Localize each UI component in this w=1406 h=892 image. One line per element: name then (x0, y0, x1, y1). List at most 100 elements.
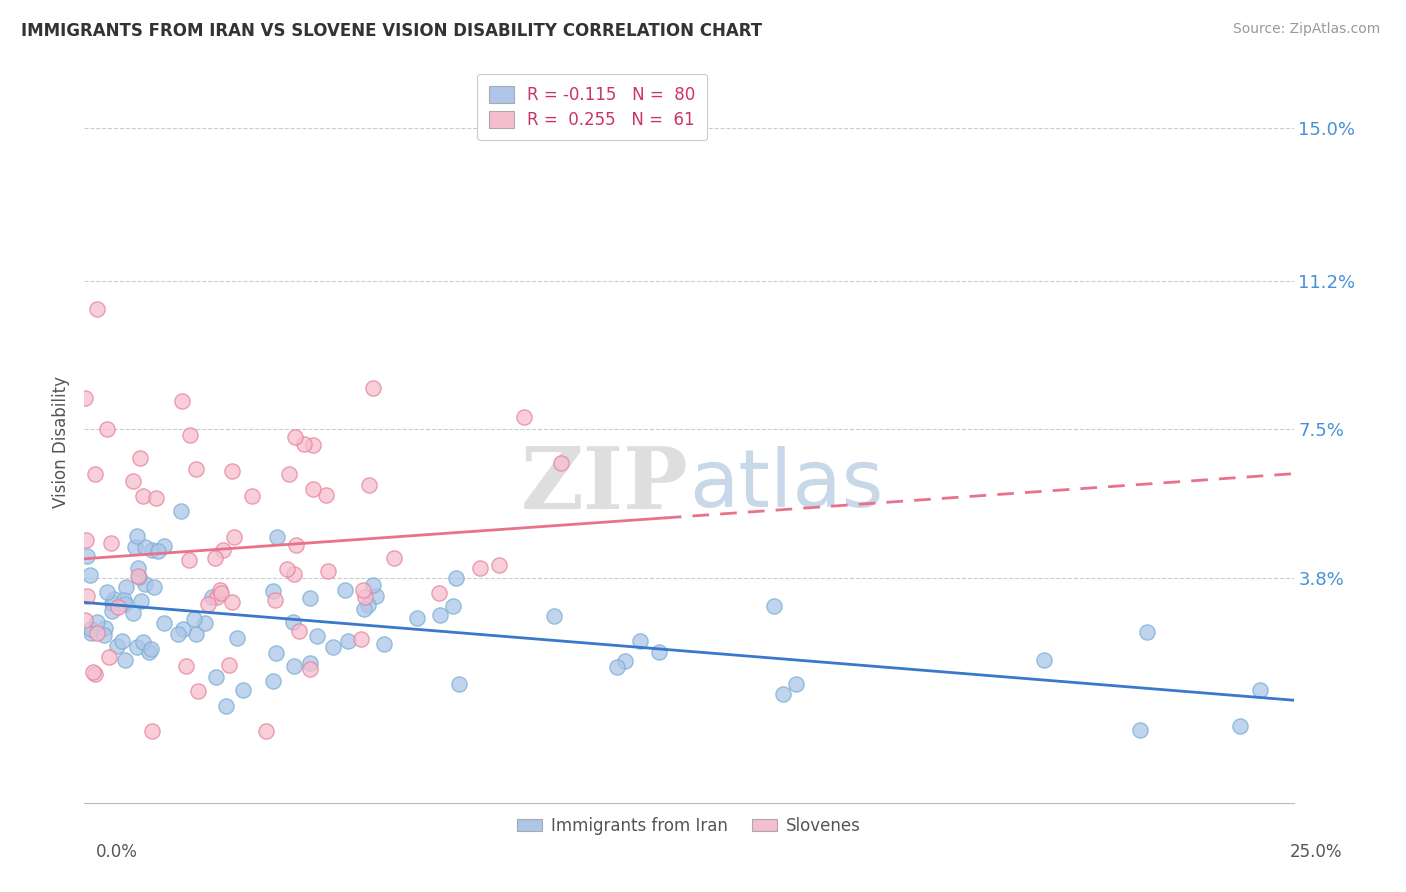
Point (1229, 718, 1251, 732)
Text: Source: ZipAtlas.com: Source: ZipAtlas.com (1233, 22, 1381, 37)
Point (263, 593, 285, 607)
Point (301, 437, 323, 451)
Point (266, 530, 288, 544)
Point (382, 550, 405, 565)
Point (285, 538, 308, 552)
Point (262, 583, 284, 598)
Point (127, 561, 149, 575)
Point (316, 564, 339, 578)
Text: ZIP: ZIP (522, 443, 689, 527)
Y-axis label: Vision Disability: Vision Disability (52, 376, 70, 508)
Point (613, 654, 636, 668)
Point (240, 489, 263, 503)
Point (124, 540, 146, 554)
Point (366, 589, 388, 603)
Point (179, 427, 201, 442)
Point (205, 670, 228, 684)
Point (139, 642, 162, 657)
Point (785, 677, 807, 691)
Point (96, 423, 118, 437)
Point (134, 576, 156, 591)
Point (141, 543, 163, 558)
Point (83, 666, 105, 681)
Point (352, 583, 374, 598)
Point (86, 301, 108, 317)
Point (183, 612, 205, 626)
Point (97, 650, 120, 665)
Point (194, 615, 217, 630)
Point (353, 590, 375, 604)
Point (86, 615, 108, 629)
Point (299, 591, 322, 606)
Point (373, 637, 395, 651)
Point (218, 658, 240, 673)
Point (209, 582, 232, 597)
Point (292, 437, 315, 451)
Point (103, 591, 125, 606)
Point (153, 539, 176, 553)
Point (513, 410, 536, 425)
Point (76, 590, 98, 604)
Point (127, 569, 149, 583)
Point (166, 626, 188, 640)
Point (307, 630, 329, 644)
Point (204, 551, 226, 566)
Point (647, 645, 669, 659)
Point (361, 381, 384, 395)
Point (141, 723, 163, 738)
Point (96, 585, 118, 599)
Text: 0.0%: 0.0% (96, 843, 138, 861)
Point (93, 628, 115, 642)
Point (131, 490, 153, 504)
Point (264, 646, 287, 660)
Point (447, 677, 470, 691)
Point (73, 613, 96, 627)
Point (205, 590, 228, 604)
Point (232, 683, 254, 698)
Point (336, 634, 359, 648)
Point (112, 593, 135, 607)
Point (429, 608, 451, 623)
Point (262, 673, 284, 688)
Point (114, 653, 136, 667)
Point (763, 599, 786, 613)
Point (221, 464, 243, 478)
Point (172, 394, 194, 409)
Point (142, 580, 165, 594)
Point (298, 656, 321, 670)
Point (361, 578, 384, 592)
Point (107, 599, 129, 614)
Point (169, 504, 191, 518)
Point (628, 633, 651, 648)
Point (606, 659, 628, 673)
Point (1129, 723, 1152, 737)
Point (350, 632, 373, 647)
Point (283, 615, 305, 630)
Point (543, 608, 565, 623)
Point (82, 665, 104, 680)
Text: atlas: atlas (689, 446, 883, 524)
Point (322, 640, 344, 655)
Point (100, 596, 122, 610)
Point (276, 562, 298, 576)
Text: 25.0%: 25.0% (1291, 843, 1343, 861)
Point (125, 529, 148, 543)
Point (277, 467, 299, 482)
Point (134, 540, 156, 554)
Point (283, 659, 305, 673)
Point (153, 616, 176, 631)
Point (550, 456, 572, 470)
Point (86, 625, 108, 640)
Point (179, 553, 201, 567)
Point (335, 583, 357, 598)
Point (315, 488, 337, 502)
Point (488, 558, 510, 573)
Point (80, 622, 103, 636)
Point (353, 602, 375, 616)
Point (283, 566, 305, 581)
Point (138, 645, 160, 659)
Point (470, 561, 492, 575)
Point (148, 543, 170, 558)
Point (172, 622, 194, 636)
Point (186, 626, 208, 640)
